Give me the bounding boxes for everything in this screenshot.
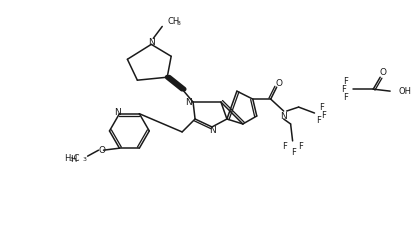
Text: 3: 3: [176, 21, 180, 26]
Text: F: F: [319, 103, 324, 112]
Text: F: F: [343, 77, 348, 86]
Text: O: O: [275, 79, 282, 88]
Text: N: N: [280, 112, 287, 120]
Text: F: F: [343, 92, 348, 102]
Text: H₃C: H₃C: [64, 154, 80, 163]
Text: F: F: [341, 85, 346, 94]
Text: F: F: [282, 142, 287, 151]
Text: CH: CH: [167, 17, 180, 26]
Text: OH: OH: [398, 87, 411, 96]
Text: F: F: [316, 116, 321, 125]
Text: N: N: [114, 108, 121, 117]
Text: F: F: [291, 148, 296, 157]
Text: 3: 3: [83, 157, 87, 162]
Text: F: F: [321, 110, 326, 120]
Text: F: F: [298, 142, 303, 151]
Text: H: H: [70, 155, 77, 164]
Text: O: O: [98, 146, 105, 155]
Text: N: N: [210, 126, 216, 136]
Text: N: N: [148, 38, 154, 47]
Text: N: N: [185, 98, 192, 107]
Text: O: O: [380, 68, 387, 77]
